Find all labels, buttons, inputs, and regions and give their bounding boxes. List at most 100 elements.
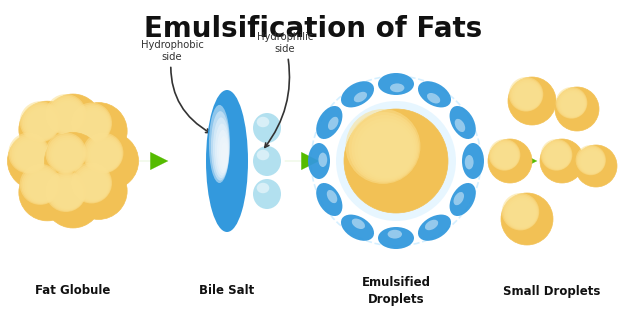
Ellipse shape [257,150,269,160]
Circle shape [542,140,572,170]
Circle shape [49,97,85,134]
Circle shape [41,186,51,195]
Circle shape [390,155,399,164]
Circle shape [505,196,538,229]
Circle shape [361,124,413,177]
Ellipse shape [454,192,464,205]
Circle shape [21,103,60,141]
Ellipse shape [378,227,414,249]
Circle shape [504,155,513,164]
Circle shape [71,162,112,203]
Circle shape [384,149,402,167]
Circle shape [31,176,55,200]
Ellipse shape [390,84,404,92]
Circle shape [53,102,83,131]
Circle shape [65,191,77,203]
Circle shape [34,116,54,136]
Circle shape [38,182,52,197]
Circle shape [50,99,84,133]
Circle shape [26,151,41,166]
Circle shape [39,121,51,133]
Circle shape [57,144,81,168]
Circle shape [528,97,534,103]
Circle shape [19,164,76,221]
Ellipse shape [213,117,229,178]
Circle shape [584,154,602,172]
Circle shape [16,141,46,170]
Circle shape [552,151,567,166]
Circle shape [555,153,566,164]
Circle shape [44,171,101,228]
Ellipse shape [223,149,228,166]
Circle shape [579,149,604,174]
Circle shape [517,85,539,108]
Circle shape [580,150,603,173]
Circle shape [29,154,39,164]
Circle shape [99,149,116,166]
Circle shape [508,199,536,228]
Ellipse shape [219,136,228,171]
Circle shape [107,158,111,162]
Circle shape [103,154,113,164]
Circle shape [69,119,74,124]
Circle shape [76,167,110,201]
Circle shape [592,162,598,168]
Circle shape [344,109,448,213]
Ellipse shape [341,81,374,107]
Circle shape [369,133,409,173]
Circle shape [91,141,120,170]
Circle shape [515,207,533,224]
Circle shape [518,210,531,223]
Circle shape [13,137,47,171]
Circle shape [593,163,597,167]
Circle shape [26,171,58,202]
Circle shape [34,179,54,198]
Circle shape [568,100,582,113]
Circle shape [86,118,105,137]
Circle shape [525,94,535,104]
Circle shape [19,164,61,205]
Circle shape [546,144,570,168]
Circle shape [43,187,49,195]
Circle shape [91,123,103,135]
Circle shape [366,131,411,174]
Circle shape [499,149,515,166]
Circle shape [558,90,586,118]
Circle shape [524,93,536,105]
Circle shape [573,105,579,111]
Circle shape [585,155,601,171]
Circle shape [520,88,538,107]
Circle shape [516,208,532,224]
Circle shape [73,164,111,203]
Circle shape [60,186,80,205]
Circle shape [71,103,112,144]
Circle shape [45,171,86,212]
Circle shape [45,132,86,173]
Circle shape [89,181,103,195]
Circle shape [66,116,76,126]
Circle shape [19,144,44,168]
Circle shape [60,109,80,128]
Circle shape [68,194,75,202]
Circle shape [73,104,111,143]
Circle shape [567,99,582,114]
Circle shape [91,182,103,195]
Circle shape [47,173,86,211]
Circle shape [24,149,41,166]
Circle shape [50,137,84,171]
Circle shape [57,183,81,207]
Circle shape [351,115,418,181]
Circle shape [83,132,123,173]
Circle shape [78,109,109,141]
Circle shape [28,172,57,201]
Circle shape [556,87,587,119]
Circle shape [97,148,116,167]
Text: Emulsified
Droplets: Emulsified Droplets [361,276,431,305]
Ellipse shape [319,153,327,167]
Circle shape [560,158,563,162]
Circle shape [588,157,600,170]
Ellipse shape [211,111,230,181]
Circle shape [502,193,539,230]
Circle shape [506,157,512,163]
Circle shape [545,143,570,169]
